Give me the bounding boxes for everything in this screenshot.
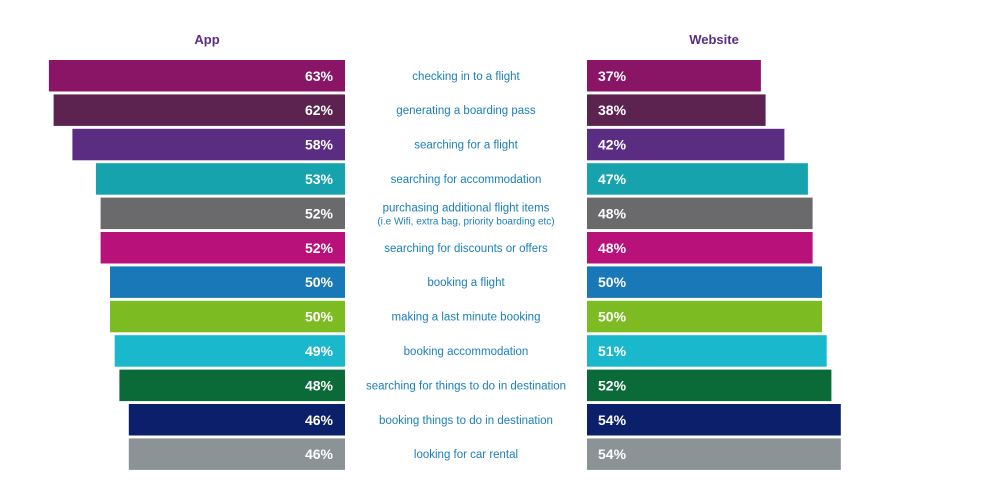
website-value-label: 42%	[598, 137, 627, 153]
category-label: booking things to do in destination	[379, 415, 553, 427]
app-value-label: 48%	[305, 377, 334, 393]
app-bar	[128, 438, 345, 470]
website-bar	[587, 60, 761, 92]
app-value-label: 52%	[305, 240, 334, 256]
website-bar	[587, 197, 813, 230]
website-bar	[587, 369, 832, 402]
website-value-label: 51%	[598, 343, 627, 359]
website-value-label: 54%	[598, 446, 627, 462]
app-value-label: 58%	[305, 137, 334, 153]
app-value-label: 50%	[305, 309, 334, 325]
website-value-label: 50%	[598, 309, 627, 325]
website-bar	[587, 128, 785, 161]
category-label: booking a flight	[427, 277, 505, 289]
app-bar	[72, 128, 346, 161]
website-value-label: 37%	[598, 68, 627, 84]
website-value-label: 38%	[598, 102, 627, 118]
app-value-label: 49%	[305, 343, 334, 359]
app-value-label: 46%	[305, 446, 334, 462]
website-value-label: 47%	[598, 171, 627, 187]
website-value-label: 54%	[598, 412, 627, 428]
app-bar	[100, 232, 345, 264]
website-bar	[587, 232, 813, 264]
app-value-label: 46%	[305, 412, 334, 428]
series-header-website: Website	[689, 32, 739, 47]
app-bar	[119, 369, 346, 402]
app-value-label: 63%	[305, 68, 334, 84]
category-label: searching for accommodation	[391, 174, 542, 186]
website-bar	[587, 438, 841, 470]
website-value-label: 48%	[598, 240, 627, 256]
website-bar	[587, 335, 827, 367]
website-value-label: 50%	[598, 274, 627, 290]
app-bar	[53, 94, 345, 126]
app-bar	[110, 300, 345, 333]
website-bar	[587, 404, 841, 436]
app-bar	[128, 404, 345, 436]
category-label: searching for things to do in destinatio…	[366, 380, 566, 392]
category-label: searching for discounts or offers	[384, 243, 548, 255]
series-header-app: App	[194, 32, 219, 47]
app-value-label: 62%	[305, 102, 334, 118]
app-bar	[114, 335, 345, 367]
category-label: purchasing additional flight items (i.e W…	[377, 202, 554, 227]
app-bar	[100, 197, 345, 230]
website-bar	[587, 163, 808, 195]
category-label: checking in to a flight	[412, 71, 520, 83]
category-label: generating a boarding pass	[396, 105, 536, 117]
category-label: booking accommodation	[404, 346, 529, 358]
website-bar	[587, 94, 766, 126]
category-label: looking for car rental	[414, 449, 518, 461]
website-bar	[587, 300, 822, 333]
app-bar	[48, 60, 346, 92]
website-value-label: 52%	[598, 377, 627, 393]
category-label: making a last minute booking	[392, 312, 541, 324]
app-value-label: 53%	[305, 171, 334, 187]
app-bar	[95, 163, 346, 195]
website-value-label: 48%	[598, 205, 627, 221]
category-label: searching for a flight	[414, 140, 518, 152]
website-bar	[587, 266, 822, 298]
app-value-label: 50%	[305, 274, 334, 290]
app-value-label: 52%	[305, 205, 334, 221]
app-bar	[110, 266, 345, 298]
